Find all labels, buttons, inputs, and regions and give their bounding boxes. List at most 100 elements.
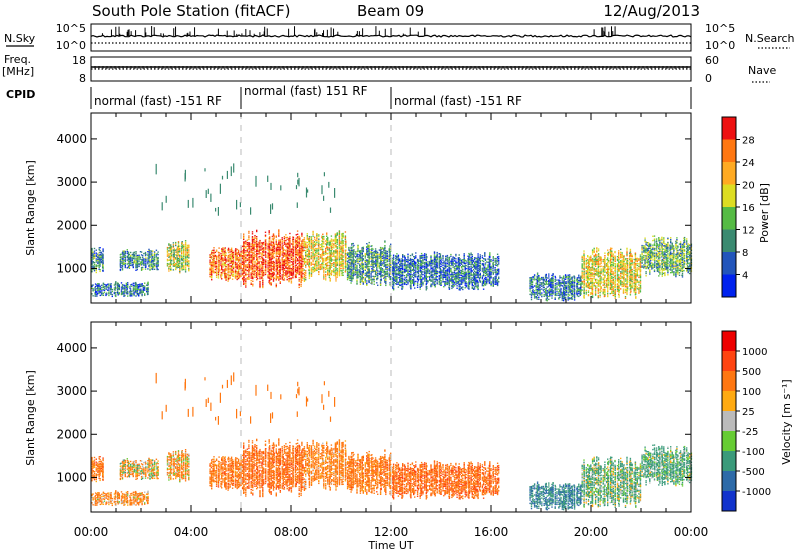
echo-cell: [243, 279, 244, 280]
echo-cell: [225, 270, 226, 271]
echo-cell: [333, 271, 334, 272]
echo-cell: [312, 246, 313, 247]
echo-cell: [335, 249, 336, 250]
echo-cell: [305, 279, 306, 280]
echo-cell: [271, 265, 272, 266]
echo-cell: [251, 283, 252, 284]
echo-cell: [110, 283, 111, 284]
echo-cell: [380, 255, 381, 256]
echo-cell: [237, 255, 238, 256]
echo-cell: [183, 254, 184, 255]
echo-cell: [97, 263, 98, 264]
echo-cell: [222, 262, 223, 263]
echo-cell: [297, 270, 298, 271]
echo-cell: [426, 286, 427, 287]
echo-cell: [278, 231, 279, 232]
echo-cell: [252, 284, 253, 285]
echo-cell: [261, 256, 262, 257]
echo-cell: [385, 250, 386, 251]
echo-cell: [360, 282, 361, 283]
echo-cell: [418, 279, 419, 280]
echo-cell: [339, 244, 340, 245]
echo-cell: [240, 251, 241, 252]
echo-cell: [93, 261, 94, 262]
echo-cell: [259, 244, 260, 245]
echo-cell: [240, 266, 241, 267]
echo-cell: [95, 291, 96, 292]
echo-cell: [315, 243, 316, 244]
echo-cell: [216, 250, 217, 251]
echo-cell: [285, 253, 286, 254]
echo-cell: [299, 266, 300, 267]
echo-cell: [125, 260, 126, 261]
echo-cell: [424, 253, 425, 254]
echo-cell: [170, 244, 171, 245]
echo-cell: [135, 270, 136, 271]
echo-cell: [209, 256, 210, 257]
echo-cell: [133, 285, 134, 286]
echo-cell: [318, 241, 319, 242]
echo-cell: [179, 255, 180, 256]
echo-cell: [254, 268, 255, 269]
echo-cell: [138, 266, 139, 267]
echo-cell: [339, 259, 340, 260]
echo-cell: [345, 266, 346, 267]
echo-cell: [323, 238, 324, 239]
echo-cell: [224, 272, 225, 273]
echo-cell: [377, 252, 378, 253]
echo-cell: [402, 269, 403, 270]
echo-cell: [259, 277, 260, 278]
echo-cell: [339, 262, 340, 263]
echo-cell: [178, 258, 179, 259]
echo-cell: [326, 234, 327, 235]
echo-cell: [104, 290, 105, 291]
echo-cell: [127, 282, 128, 283]
echo-cell: [125, 258, 126, 259]
echo-cell: [345, 255, 346, 256]
echo-cell: [365, 269, 366, 270]
echo-cell: [284, 279, 285, 280]
echo-cell: [377, 270, 378, 271]
echo-cell: [185, 268, 186, 269]
echo-cell: [296, 273, 297, 274]
echo-cell: [302, 257, 303, 258]
echo-cell: [407, 262, 408, 263]
echo-cell: [271, 276, 272, 277]
echo-cell: [185, 254, 186, 255]
echo-cell: [269, 247, 270, 248]
echo-cell: [289, 269, 290, 270]
echo-cell: [99, 260, 100, 261]
echo-cell: [387, 258, 388, 259]
echo-cell: [299, 237, 300, 238]
echo-cell: [209, 260, 210, 261]
echo-cell: [406, 268, 407, 269]
echo-cell: [265, 255, 266, 256]
echo-cell: [297, 271, 298, 272]
echo-cell: [335, 245, 336, 246]
echo-cell: [379, 271, 380, 272]
echo-cell: [243, 272, 244, 273]
echo-cell: [145, 268, 146, 269]
echo-cell: [265, 268, 266, 269]
echo-cell: [174, 254, 175, 255]
echo-cell: [280, 269, 281, 270]
echo-cell: [280, 262, 281, 263]
echo-cell: [245, 283, 246, 284]
nsearch-scale-top: 10^5: [705, 22, 735, 35]
echo-cell: [222, 272, 223, 273]
echo-cell: [147, 289, 148, 290]
echo-cell: [102, 258, 103, 259]
echo-cell: [379, 267, 380, 268]
echo-cell: [299, 253, 300, 254]
echo-cell: [125, 265, 126, 266]
echo-cell: [237, 277, 238, 278]
echo-cell: [280, 253, 281, 254]
echo-cell: [95, 294, 96, 295]
echo-cell: [181, 249, 182, 250]
echo-cell: [424, 262, 425, 263]
echo-cell: [311, 252, 312, 253]
echo-cell: [149, 256, 150, 257]
echo-cell: [142, 269, 143, 270]
echo-cell: [327, 256, 328, 257]
echo-cell: [127, 295, 128, 296]
